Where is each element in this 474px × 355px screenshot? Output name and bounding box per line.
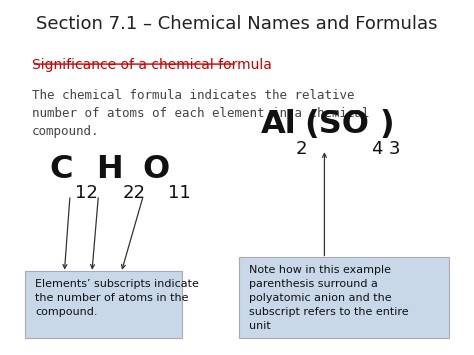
Text: The chemical formula indicates the relative
number of atoms of each element in a: The chemical formula indicates the relat… <box>32 89 369 138</box>
Text: Note how in this example
parenthesis surround a
polyatomic anion and the
subscri: Note how in this example parenthesis sur… <box>249 265 409 331</box>
Text: 3: 3 <box>389 140 400 158</box>
FancyBboxPatch shape <box>25 271 182 338</box>
Text: Significance of a chemical formula: Significance of a chemical formula <box>32 58 272 72</box>
Text: 11: 11 <box>168 184 191 202</box>
Text: 4: 4 <box>371 140 383 158</box>
Text: Elements’ subscripts indicate
the number of atoms in the
compound.: Elements’ subscripts indicate the number… <box>35 279 199 317</box>
FancyBboxPatch shape <box>239 257 449 338</box>
Text: 12: 12 <box>75 184 98 202</box>
Text: 22: 22 <box>122 184 146 202</box>
Text: C: C <box>49 153 73 185</box>
Text: Section 7.1 – Chemical Names and Formulas: Section 7.1 – Chemical Names and Formula… <box>36 16 438 33</box>
Text: O: O <box>142 153 169 185</box>
Text: Al: Al <box>261 109 297 141</box>
Text: ): ) <box>379 109 394 141</box>
Text: 2: 2 <box>295 140 307 158</box>
Text: H: H <box>96 153 123 185</box>
Text: (SO: (SO <box>305 109 370 141</box>
